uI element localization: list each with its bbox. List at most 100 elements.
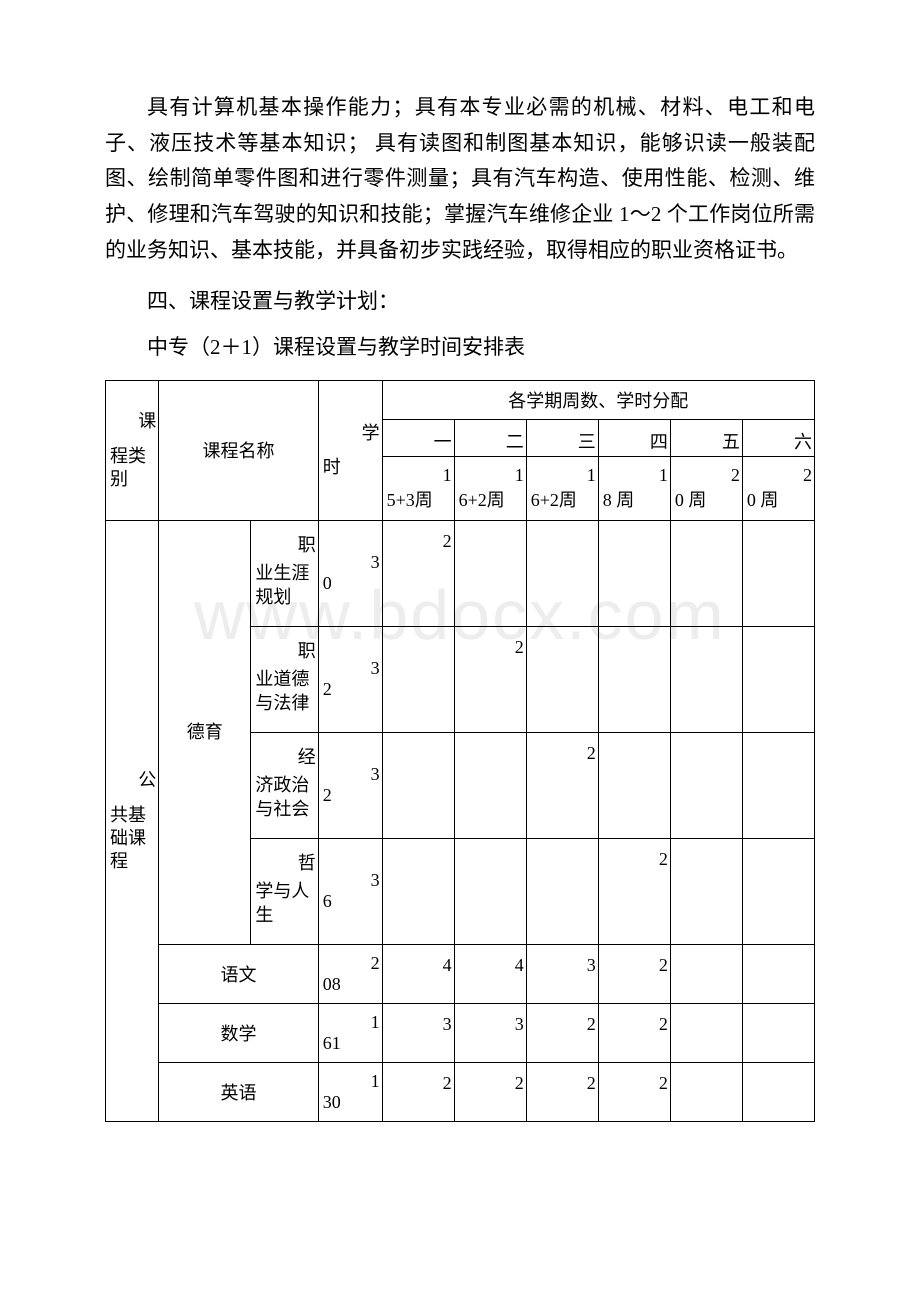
cat-top: 公 — [106, 762, 158, 794]
sem-val — [670, 520, 742, 626]
sem-val: 3 — [454, 1003, 526, 1062]
wk-top: 2 — [743, 457, 814, 486]
header-course-name: 课程名称 — [159, 380, 319, 520]
c-bot: 济政治与社会 — [251, 771, 317, 832]
sem-val — [670, 732, 742, 838]
c-bot: 业道德与法律 — [251, 665, 317, 726]
sem-val — [598, 520, 670, 626]
sem-val — [742, 944, 814, 1003]
sem-val: 2 — [598, 944, 670, 1003]
sem-val: 2 — [598, 1062, 670, 1121]
h-top: 2 — [319, 945, 382, 974]
table-title: 中专（2＋1）课程设置与教学时间安排表 — [105, 330, 815, 366]
section-heading: 四、课程设置与教学计划： — [105, 284, 815, 320]
sem-val — [670, 838, 742, 944]
category-public-basic: 公 共基础课程 — [106, 520, 159, 1121]
header-weeks-2: 1 6+2周 — [454, 456, 526, 520]
sem-val — [742, 1003, 814, 1062]
sem-val — [670, 1003, 742, 1062]
h-bot: 2 — [319, 785, 382, 814]
sem-val: 4 — [454, 944, 526, 1003]
sem-val — [382, 732, 454, 838]
wk-top: 1 — [383, 457, 454, 486]
header-sem-3: 三 — [526, 419, 598, 456]
h-top: 1 — [319, 1063, 382, 1092]
h-bot: 61 — [319, 1033, 382, 1062]
hours-cell: 3 6 — [318, 838, 382, 944]
course-career-planning: 职 业生涯规划 — [251, 520, 318, 626]
sem-val — [742, 626, 814, 732]
sem-val — [742, 1062, 814, 1121]
header-weeks-3: 1 6+2周 — [526, 456, 598, 520]
c-bot: 业生涯规划 — [251, 559, 317, 620]
sem-val: 2 — [454, 1062, 526, 1121]
h-top: 3 — [319, 756, 382, 785]
header-cat-top: 课 — [106, 403, 158, 435]
h-top: 3 — [319, 544, 382, 573]
sem-val: 4 — [382, 944, 454, 1003]
wk-top: 1 — [455, 457, 526, 486]
h-top: 1 — [319, 1004, 382, 1033]
h-bot: 6 — [319, 891, 382, 920]
sem-val — [526, 838, 598, 944]
course-philosophy-life: 哲 学与人生 — [251, 838, 318, 944]
h-top: 3 — [319, 862, 382, 891]
sem-val — [670, 944, 742, 1003]
sem-val: 3 — [382, 1003, 454, 1062]
c-top: 经 — [251, 739, 317, 771]
course-math: 数学 — [159, 1003, 319, 1062]
header-sem-2: 二 — [454, 419, 526, 456]
sem-val — [742, 732, 814, 838]
header-weeks-6: 2 0 周 — [742, 456, 814, 520]
header-hours-top: 学 — [319, 415, 382, 447]
sem-val: 2 — [526, 1062, 598, 1121]
sem-val — [598, 626, 670, 732]
hours-cell: 2 08 — [318, 944, 382, 1003]
wk-bot: 0 周 — [743, 486, 814, 520]
h-bot: 0 — [319, 573, 382, 602]
table-header-row: 课 程类别 课程名称 学 时 各学期周数、学时分配 — [106, 380, 815, 419]
sem-val: 2 — [382, 520, 454, 626]
sem-val — [598, 732, 670, 838]
h-bot: 08 — [319, 974, 382, 1003]
table-row: 公 共基础课程 德育 职 业生涯规划 3 0 2 — [106, 520, 815, 626]
wk-top: 1 — [599, 457, 670, 486]
header-sem-4: 四 — [598, 419, 670, 456]
sem-val — [454, 732, 526, 838]
curriculum-table: 课 程类别 课程名称 学 时 各学期周数、学时分配 一 二 三 四 五 六 1 … — [105, 380, 815, 1122]
sem-val — [382, 838, 454, 944]
sem-val: 3 — [526, 944, 598, 1003]
header-weeks-5: 2 0 周 — [670, 456, 742, 520]
c-top: 职 — [251, 633, 317, 665]
wk-bot: 6+2周 — [455, 486, 526, 520]
c-top: 职 — [251, 527, 317, 559]
header-sem-5: 五 — [670, 419, 742, 456]
wk-bot: 6+2周 — [527, 486, 598, 520]
sem-val — [670, 1062, 742, 1121]
sem-val — [454, 838, 526, 944]
table-row: 数学 1 61 3 3 2 2 — [106, 1003, 815, 1062]
sem-val — [526, 520, 598, 626]
header-hours-bot: 时 — [319, 446, 382, 485]
sem-val — [454, 520, 526, 626]
sem-val: 2 — [526, 1003, 598, 1062]
wk-bot: 5+3周 — [383, 486, 454, 520]
group-moral: 德育 — [159, 520, 251, 944]
header-sem-1: 一 — [382, 419, 454, 456]
course-english: 英语 — [159, 1062, 319, 1121]
course-ethics-law: 职 业道德与法律 — [251, 626, 318, 732]
sem-val — [670, 626, 742, 732]
header-semesters-merged: 各学期周数、学时分配 — [382, 380, 814, 419]
sem-val: 2 — [454, 626, 526, 732]
sem-val: 2 — [598, 1003, 670, 1062]
header-weeks-1: 1 5+3周 — [382, 456, 454, 520]
sem-val — [742, 838, 814, 944]
sem-val — [382, 626, 454, 732]
wk-top: 1 — [527, 457, 598, 486]
c-bot: 学与人生 — [251, 877, 317, 938]
hours-cell: 3 2 — [318, 732, 382, 838]
sem-val: 2 — [526, 732, 598, 838]
header-category: 课 程类别 — [106, 380, 159, 520]
hours-cell: 1 30 — [318, 1062, 382, 1121]
table-row: 英语 1 30 2 2 2 2 — [106, 1062, 815, 1121]
